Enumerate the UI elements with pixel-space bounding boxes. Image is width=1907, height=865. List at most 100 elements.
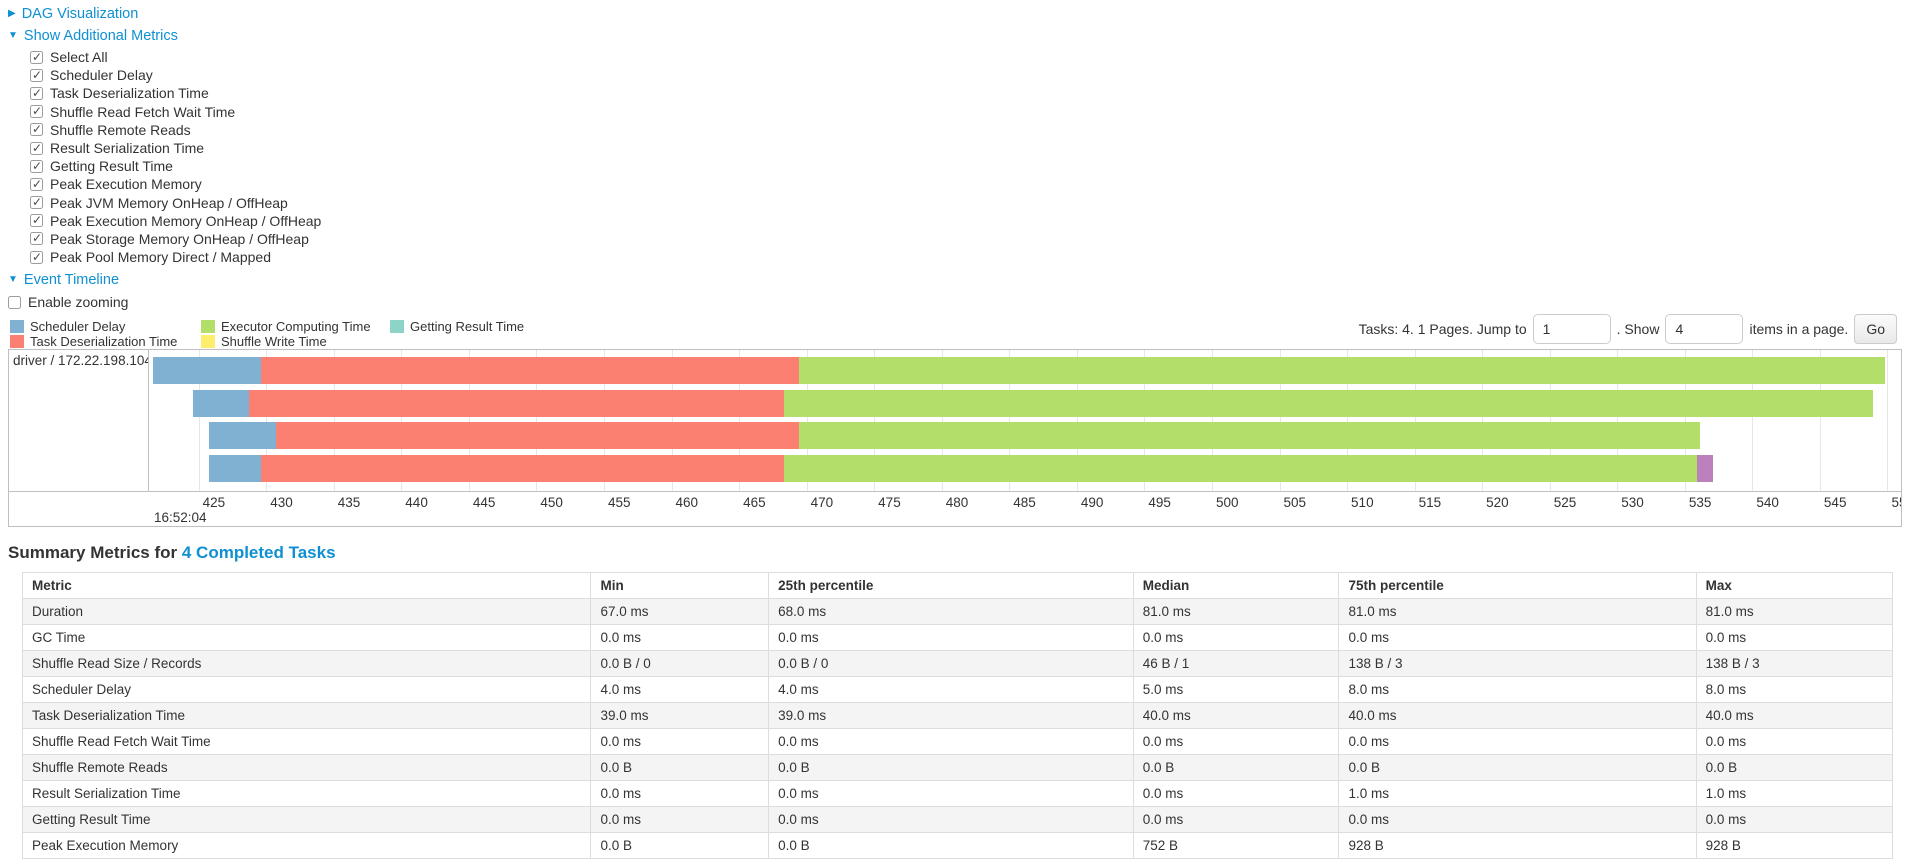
summary-column-header: Min xyxy=(590,572,770,599)
summary-table-cell: 0.0 B / 0 xyxy=(590,650,770,677)
summary-table-cell: 0.0 B xyxy=(590,832,770,859)
event-timeline-link[interactable]: Event Timeline xyxy=(23,272,120,289)
legend-item: Task Deserialization Time xyxy=(10,334,201,350)
task-pagination: Tasks: 4. 1 Pages. Jump to . Show items … xyxy=(1359,314,1897,345)
axis-tick-label: 480 xyxy=(945,495,969,510)
timeline-legend: Scheduler Delay Task Deserialization Time… xyxy=(10,318,1907,365)
task-deserialization-swatch-icon xyxy=(10,335,24,348)
axis-tick-label: 515 xyxy=(1418,495,1442,510)
task-timeline-row xyxy=(150,448,1901,482)
items-per-page-input[interactable] xyxy=(1665,314,1744,345)
metric-checkbox-result-serialization-time[interactable] xyxy=(30,141,43,155)
axis-tick-label: 530 xyxy=(1621,495,1644,510)
metric-checkbox-shuffle-read-fetch-wait-time[interactable] xyxy=(30,104,43,119)
summary-table-cell: 81.0 ms xyxy=(1695,598,1894,625)
metric-checkbox-select-all[interactable] xyxy=(30,50,43,64)
summary-table-cell: 1.0 ms xyxy=(1338,780,1697,807)
summary-table-cell: 0.0 ms xyxy=(590,780,770,807)
metric-checkbox-label: Peak Storage Memory OnHeap / OffHeap xyxy=(50,230,309,247)
metric-checkbox-row: Peak Execution Memory xyxy=(30,175,1907,193)
shuffle-write-swatch-icon xyxy=(201,335,215,348)
summary-table-cell: 40.0 ms xyxy=(1695,702,1894,729)
metric-checkbox-peak-storage-memory-onheap-offheap[interactable] xyxy=(30,231,43,246)
task-segment-result-serialization xyxy=(1696,454,1714,482)
summary-table-cell: 5.0 ms xyxy=(1132,676,1340,703)
axis-tick-label: 540 xyxy=(1756,495,1779,510)
expanded-arrow-icon: ▼ xyxy=(8,274,18,286)
summary-table-cell: 4.0 ms xyxy=(768,676,1134,703)
summary-table-cell: 0.0 B xyxy=(768,754,1134,781)
metric-checkbox-shuffle-remote-reads[interactable] xyxy=(30,122,43,137)
summary-table-cell: Shuffle Read Size / Records xyxy=(21,650,592,677)
metric-checkbox-label: Peak Execution Memory OnHeap / OffHeap xyxy=(50,212,322,229)
metric-checkbox-scheduler-delay[interactable] xyxy=(30,68,43,82)
completed-tasks-link[interactable]: 4 Completed Tasks xyxy=(181,543,336,562)
getting-result-swatch-icon xyxy=(390,319,404,333)
summary-table-cell: 40.0 ms xyxy=(1338,702,1697,729)
executor-group-label: driver / 172.22.198.104 xyxy=(9,350,149,491)
axis-gridline xyxy=(198,350,200,499)
summary-table-cell: 8.0 ms xyxy=(1695,676,1894,703)
legend-item-label: Task Deserialization Time xyxy=(30,334,178,349)
metric-checkbox-peak-jvm-memory-onheap-offheap[interactable] xyxy=(30,195,43,210)
summary-table-header: Metric Min 25th percentile Median 75th perce… xyxy=(21,572,1894,599)
summary-table-cell: 0.0 ms xyxy=(590,806,770,833)
metric-checkbox-peak-execution-memory-onheap-offheap[interactable] xyxy=(30,213,43,228)
jump-to-page-input[interactable] xyxy=(1532,314,1611,345)
summary-table-cell: 0.0 ms xyxy=(1695,806,1894,833)
summary-table-cell: 0.0 ms xyxy=(1338,624,1697,651)
axis-tick-label: 465 xyxy=(743,495,766,510)
summary-table-cell: 81.0 ms xyxy=(1338,598,1697,625)
legend-item: Scheduler Delay xyxy=(10,318,201,334)
summary-table-body: Duration 67.0 ms 68.0 ms 81.0 ms 81.0 ms 81.0… xyxy=(21,598,1894,859)
summary-table-row: Scheduler Delay 4.0 ms 4.0 ms 5.0 ms 8.0 ms 8… xyxy=(21,676,1894,703)
metric-checkbox-label: Select All xyxy=(50,49,108,66)
task-timeline-row xyxy=(150,383,1901,417)
summary-table-cell: 0.0 B xyxy=(590,754,770,781)
task-segment-task-deserialization xyxy=(260,357,799,384)
enable-zooming-row: Enable zooming xyxy=(8,294,1907,310)
scheduler-delay-swatch-icon xyxy=(10,319,24,333)
summary-table-row: Getting Result Time 0.0 ms 0.0 ms 0.0 ms 0.0… xyxy=(21,806,1894,833)
axis-tick-label: 495 xyxy=(1148,495,1171,510)
metric-checkbox-label: Scheduler Delay xyxy=(50,67,153,84)
summary-table-cell: 67.0 ms xyxy=(590,598,770,625)
task-segment-task-deserialization xyxy=(275,422,799,449)
expanded-arrow-icon: ▼ xyxy=(8,30,18,41)
axis-tick-label: 455 xyxy=(607,495,631,510)
summary-table-cell: Shuffle Read Fetch Wait Time xyxy=(21,728,592,755)
summary-table-cell: 0.0 ms xyxy=(1132,624,1340,651)
summary-column-header: Max xyxy=(1695,572,1894,599)
show-additional-metrics-toggle[interactable]: ▼ Show Additional Metrics xyxy=(8,28,1907,44)
summary-table-cell: 1.0 ms xyxy=(1695,780,1894,807)
task-segment-task-deserialization xyxy=(260,454,784,482)
show-additional-metrics-link[interactable]: Show Additional Metrics xyxy=(23,28,178,44)
axis-tick-label: 450 xyxy=(540,495,563,510)
dag-visualization-toggle[interactable]: ▶ DAG Visualization xyxy=(8,6,1907,22)
task-segment-executor-computing xyxy=(783,454,1697,482)
axis-tick-label: 520 xyxy=(1486,495,1509,510)
dag-visualization-link[interactable]: DAG Visualization xyxy=(21,6,139,22)
summary-column-header: 75th percentile xyxy=(1338,572,1697,599)
metric-checkbox-row: Task Deserialization Time xyxy=(30,84,1907,102)
go-button[interactable]: Go xyxy=(1854,314,1897,345)
metric-checkbox-row: Peak Execution Memory OnHeap / OffHeap xyxy=(30,212,1907,230)
summary-table-cell: 0.0 B / 0 xyxy=(768,650,1134,677)
event-timeline-toggle[interactable]: ▼ Event Timeline xyxy=(8,272,1907,288)
summary-table-cell: Scheduler Delay xyxy=(21,676,592,703)
metric-checkbox-task-deserialization-time[interactable] xyxy=(30,86,43,100)
metric-checkbox-getting-result-time[interactable] xyxy=(30,159,43,173)
summary-table-cell: 0.0 ms xyxy=(1338,806,1697,833)
axis-tick-label: 490 xyxy=(1080,495,1104,510)
enable-zooming-label: Enable zooming xyxy=(28,294,129,311)
metric-checkbox-peak-execution-memory[interactable] xyxy=(30,177,43,191)
task-segment-scheduler-delay xyxy=(152,357,261,384)
summary-column-header: Median xyxy=(1132,572,1340,599)
summary-table-cell: 0.0 B xyxy=(1695,754,1894,781)
task-segment-executor-computing xyxy=(798,357,1885,384)
metric-checkbox-peak-pool-memory-direct-mapped[interactable] xyxy=(30,250,43,264)
event-timeline-chart: driver / 172.22.198.104 16:52:04 425 430 4… xyxy=(8,349,1902,527)
enable-zooming-checkbox[interactable] xyxy=(8,295,21,309)
summary-table-cell: 0.0 ms xyxy=(1132,806,1340,833)
axis-gridline xyxy=(1752,350,1754,499)
